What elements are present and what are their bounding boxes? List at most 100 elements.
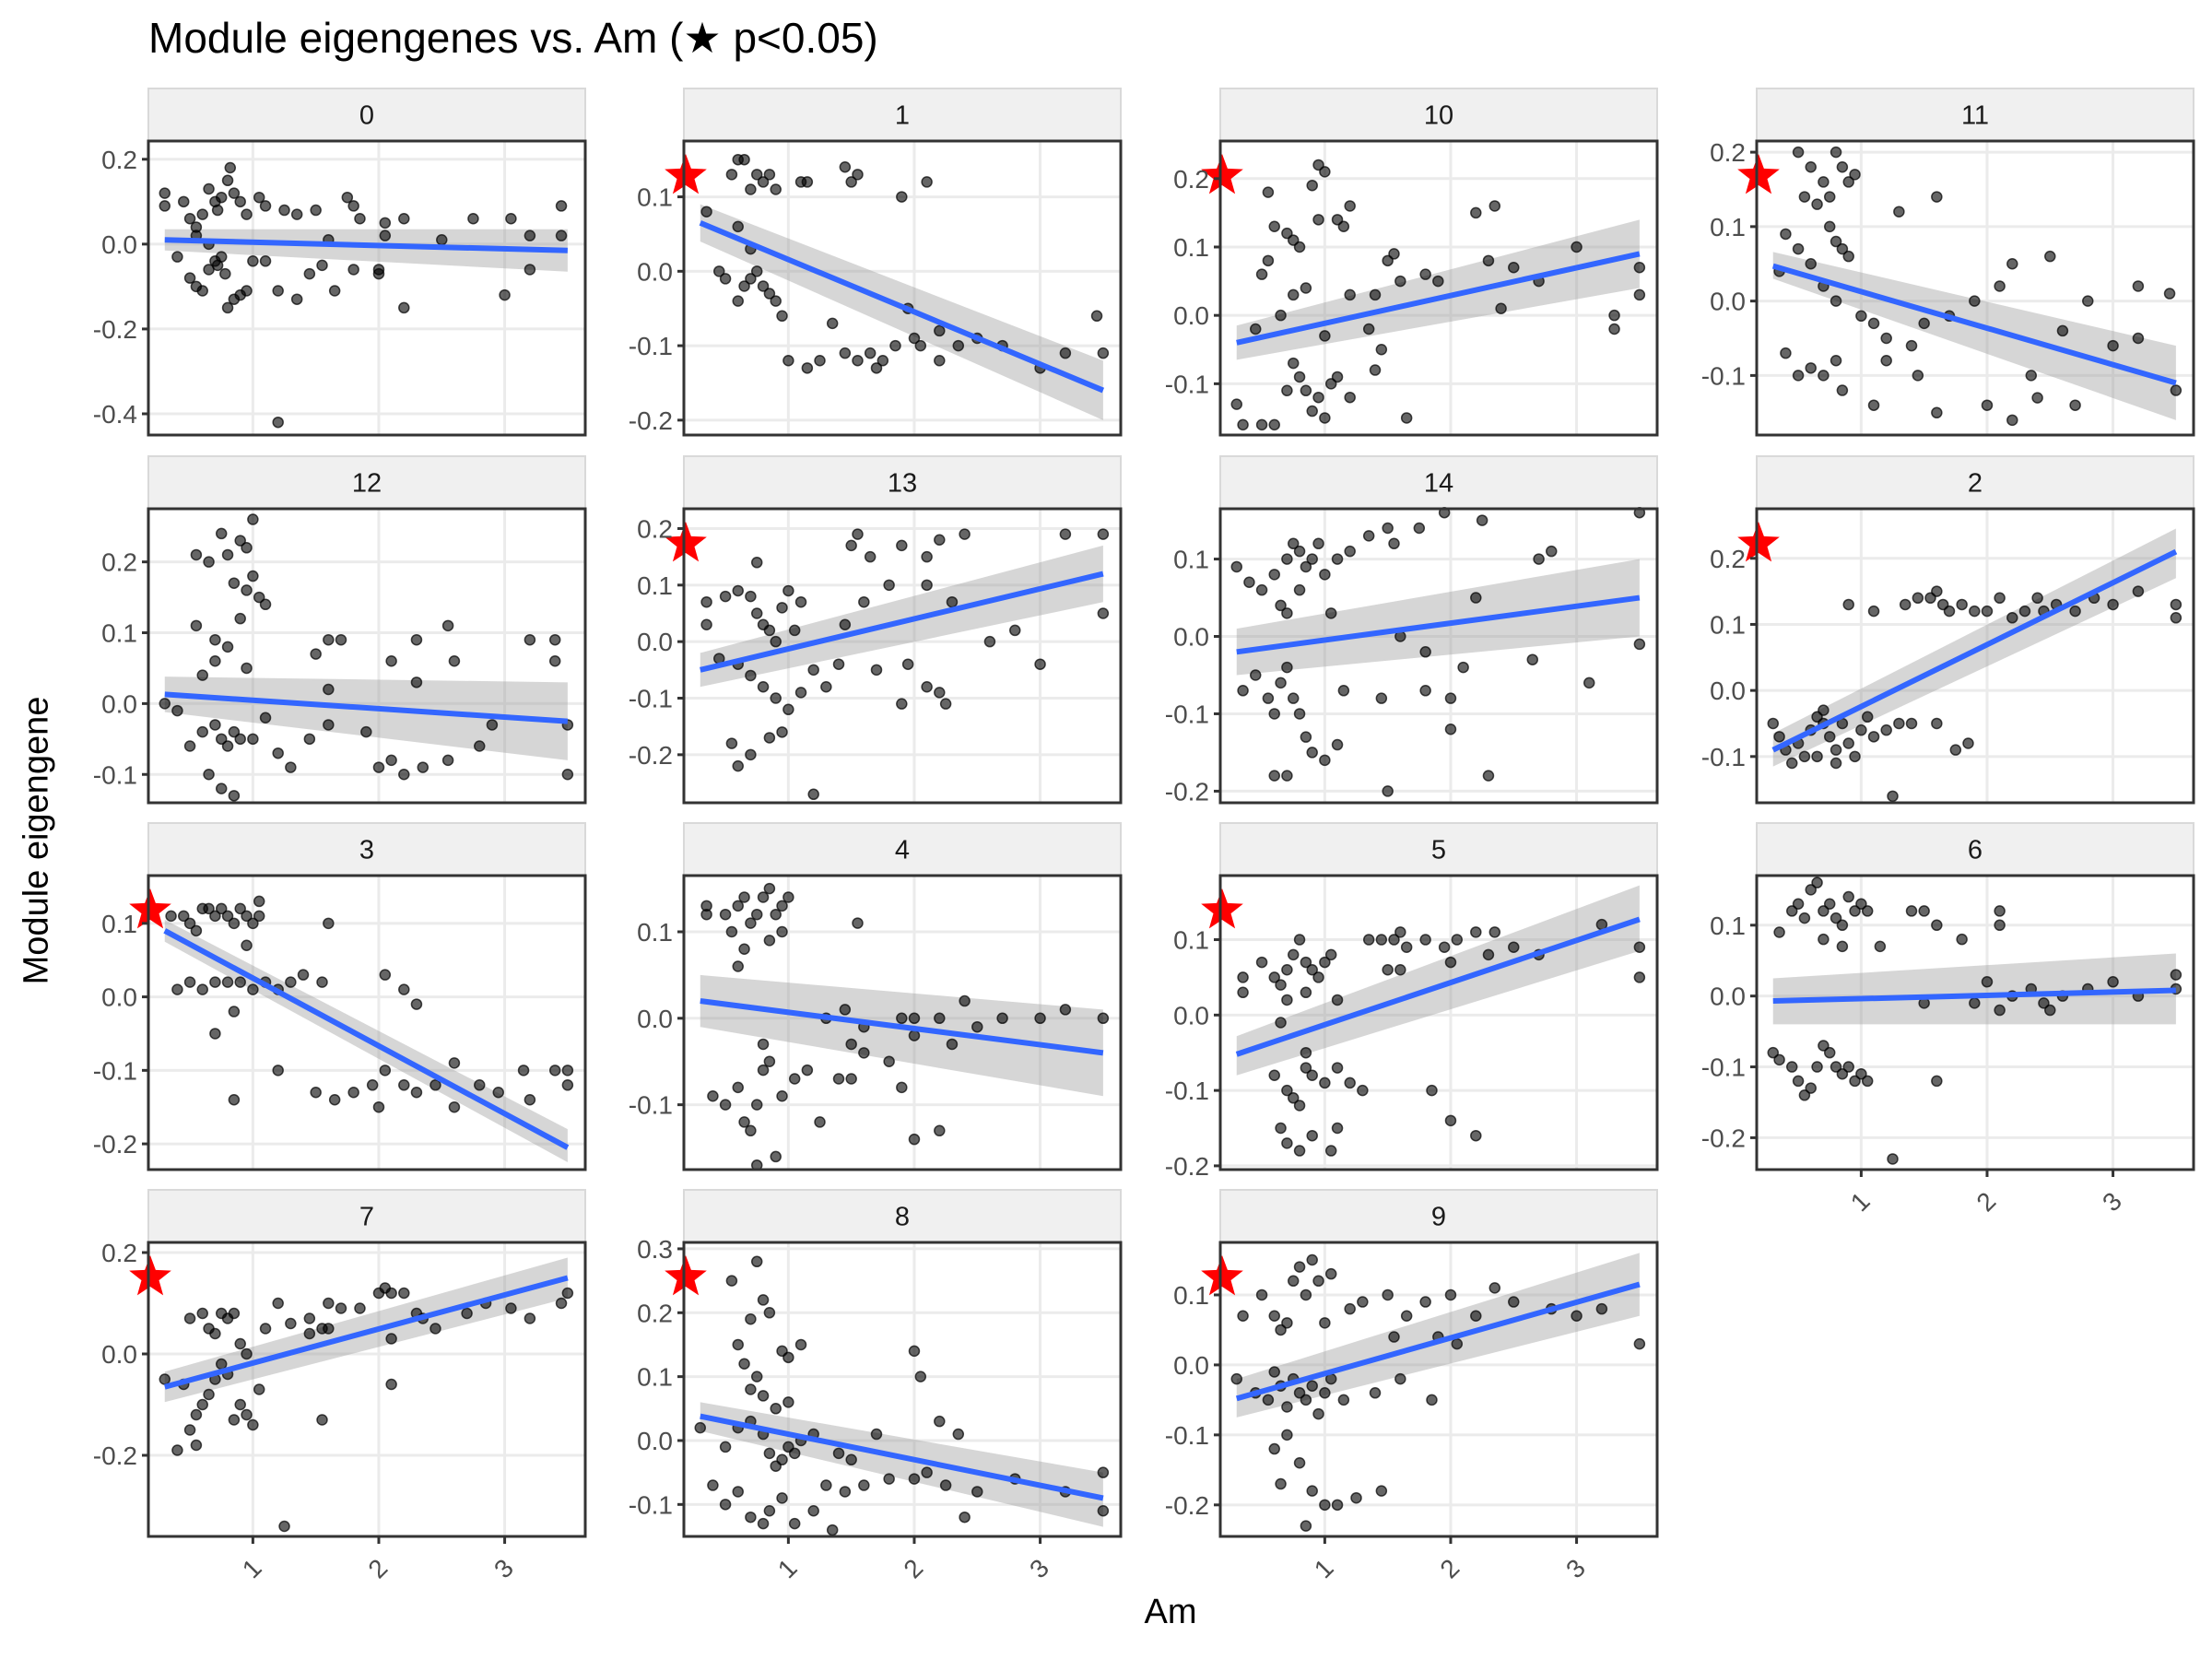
data-point — [1312, 1407, 1324, 1420]
data-point — [839, 1486, 852, 1498]
y-tick-label: -0.2 — [1165, 777, 1209, 806]
y-tick-label: -0.1 — [93, 1056, 137, 1085]
data-point — [794, 687, 807, 699]
data-point — [719, 273, 732, 285]
data-point — [1805, 362, 1817, 374]
data-point — [1293, 1457, 1306, 1469]
data-point — [959, 1511, 971, 1524]
data-point — [1836, 242, 1849, 255]
data-point — [561, 1065, 574, 1077]
data-point — [429, 1079, 441, 1091]
y-tick-label: 0.0 — [637, 1005, 673, 1033]
data-point — [290, 208, 303, 220]
data-point — [732, 759, 744, 772]
data-point — [467, 212, 479, 225]
data-point — [1830, 235, 1842, 248]
data-point — [215, 527, 228, 540]
data-point — [839, 347, 852, 359]
data-point — [1470, 592, 1482, 604]
data-point — [908, 332, 921, 345]
data-point — [877, 354, 889, 367]
data-point — [832, 1073, 845, 1085]
data-point — [1306, 963, 1318, 976]
y-tick-label: 0.1 — [1710, 610, 1746, 639]
data-point — [1488, 200, 1501, 212]
data-point — [1097, 528, 1110, 540]
data-point — [1818, 905, 1830, 917]
data-point — [1344, 545, 1356, 558]
data-point — [770, 635, 782, 648]
data-point — [486, 719, 499, 731]
data-point — [845, 1453, 857, 1466]
regression-line — [1771, 548, 2178, 753]
data-point — [770, 1150, 782, 1163]
data-point — [757, 1390, 770, 1402]
data-point — [763, 1505, 776, 1517]
x-tick-label: 3 — [1560, 1553, 1591, 1583]
panel-border — [147, 1241, 587, 1538]
data-point — [228, 577, 241, 589]
panel-border — [682, 874, 1123, 1171]
y-tick-label: -0.1 — [629, 685, 673, 713]
y-tick-label: -0.1 — [629, 1091, 673, 1120]
data-point — [750, 1099, 763, 1111]
data-point — [1400, 941, 1413, 953]
panel-border — [1218, 139, 1659, 437]
data-point — [1362, 530, 1375, 542]
data-point — [1090, 310, 1103, 323]
data-point — [1293, 1387, 1306, 1399]
data-point — [228, 1093, 241, 1106]
data-point — [852, 528, 864, 540]
data-point — [1792, 1075, 1805, 1088]
data-point — [757, 891, 770, 903]
data-point — [901, 658, 914, 670]
data-point — [908, 1133, 921, 1146]
data-point — [2107, 339, 2119, 352]
data-point — [241, 584, 253, 596]
data-point — [209, 976, 221, 988]
data-point — [1268, 1366, 1280, 1378]
data-point — [934, 1124, 946, 1137]
data-point — [272, 1297, 284, 1310]
y-tick-label: 0.0 — [101, 689, 137, 718]
data-point — [228, 1307, 241, 1320]
data-point — [1413, 522, 1426, 535]
data-point — [725, 737, 738, 749]
data-point — [745, 183, 757, 195]
facet-strip-label: 10 — [1424, 101, 1453, 131]
facet-panel-9: 9 0.1 0.0 -0.1 -0.2 1 2 3 — [1165, 1189, 1659, 1583]
data-point — [1375, 1485, 1388, 1497]
data-point — [921, 176, 933, 188]
data-point — [203, 902, 215, 915]
data-point — [1830, 757, 1842, 770]
data-point — [1312, 214, 1324, 226]
y-tick-label: 0.2 — [101, 146, 137, 174]
data-point — [1830, 744, 1842, 756]
data-point — [1956, 598, 1968, 611]
data-point — [2031, 592, 2043, 605]
data-point — [241, 1347, 253, 1360]
data-point — [908, 1030, 921, 1041]
data-point — [1887, 1153, 1899, 1165]
data-point — [870, 1428, 883, 1441]
data-point — [190, 1439, 203, 1452]
data-point — [234, 195, 246, 208]
data-point — [177, 195, 190, 208]
data-point — [190, 1408, 203, 1421]
regression-line — [700, 998, 1104, 1056]
data-point — [1830, 146, 1842, 159]
data-point — [1331, 371, 1344, 383]
data-point — [1331, 738, 1344, 751]
data-point — [1444, 692, 1457, 704]
data-point — [1230, 398, 1243, 410]
y-tick-label: 0.3 — [637, 1235, 673, 1264]
data-point — [1255, 583, 1268, 596]
data-point — [241, 285, 253, 297]
data-point — [203, 182, 215, 195]
data-point — [1805, 884, 1817, 896]
data-point — [555, 200, 568, 212]
data-point — [310, 204, 322, 217]
data-point — [410, 998, 423, 1010]
data-point — [1009, 624, 1021, 637]
data-point — [159, 187, 171, 199]
